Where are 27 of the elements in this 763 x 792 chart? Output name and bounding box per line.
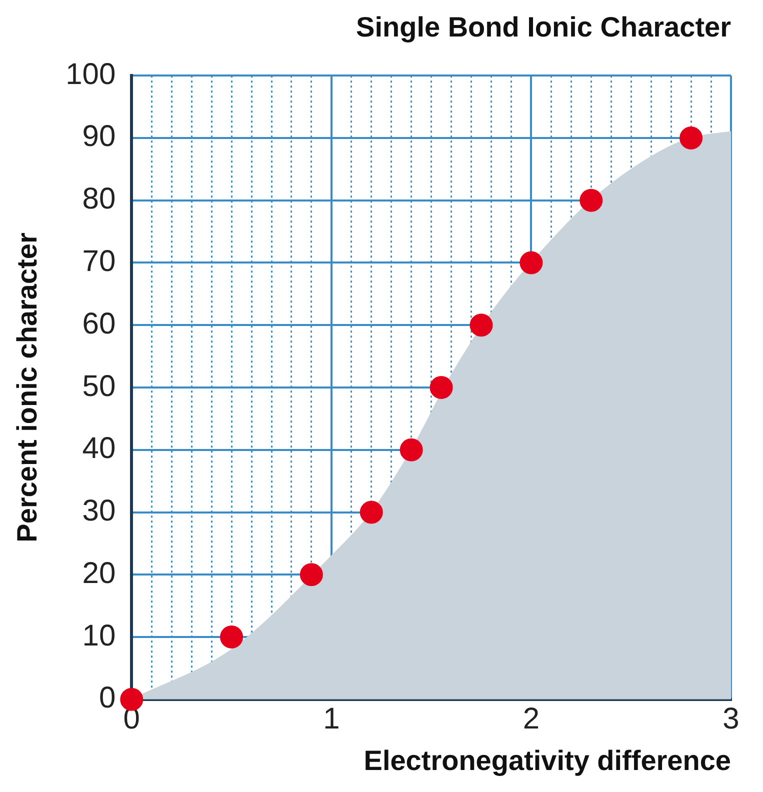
point <box>360 500 383 524</box>
point <box>430 376 453 399</box>
y-tick-label: 0 <box>98 682 116 715</box>
y-tick-label: 20 <box>82 556 116 590</box>
point <box>300 563 323 586</box>
y-tick-label: 100 <box>66 58 116 91</box>
chart-title: Single Bond Ionic Character <box>356 12 732 43</box>
y-tick-label: 40 <box>82 432 116 466</box>
point <box>400 438 423 462</box>
y-tick-label: 50 <box>82 370 116 403</box>
point <box>120 688 144 711</box>
point <box>470 314 493 337</box>
y-axis-title: Percent ionic character <box>12 232 43 542</box>
y-tick-label: 70 <box>82 245 116 278</box>
y-tick-label: 80 <box>82 182 116 216</box>
y-tick-label: 90 <box>82 120 116 154</box>
x-tick-label: 3 <box>722 702 740 736</box>
x-axis-title: Electronegativity difference <box>364 744 731 776</box>
point <box>220 626 244 649</box>
point <box>680 126 703 150</box>
y-tick-label: 30 <box>82 494 116 528</box>
x-tick-label: 2 <box>522 702 540 736</box>
y-tick-label: 60 <box>82 307 116 340</box>
point <box>520 251 543 274</box>
y-tick-label: 10 <box>82 619 116 652</box>
x-tick-label: 1 <box>323 702 340 736</box>
point <box>580 188 603 212</box>
